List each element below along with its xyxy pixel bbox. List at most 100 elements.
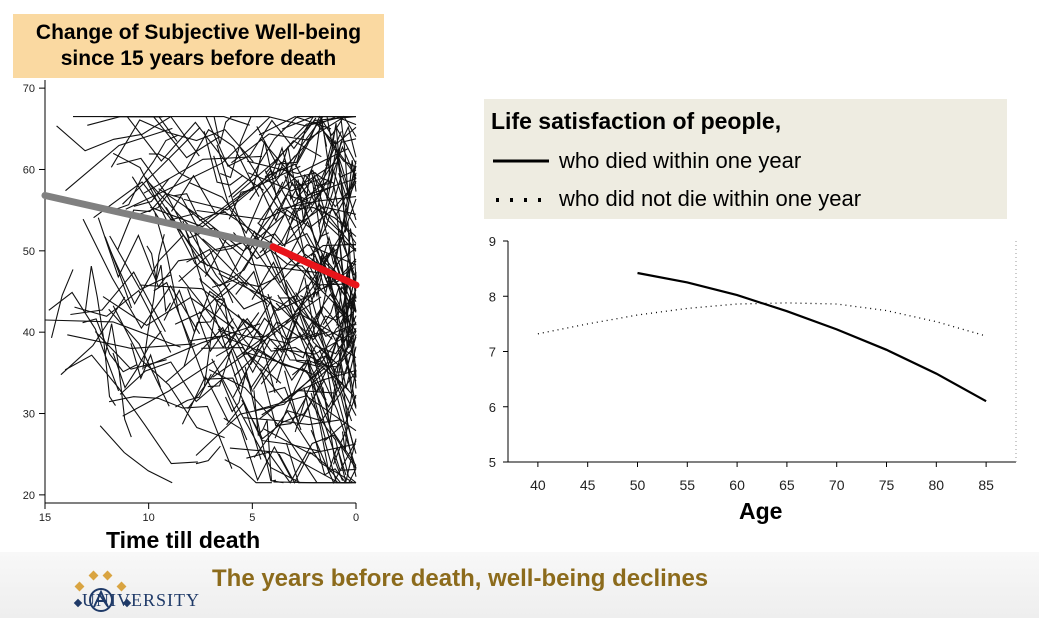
legend-heading: Life satisfaction of people, bbox=[491, 108, 782, 134]
left-chart-trend-lines bbox=[41, 192, 360, 289]
trajectory-line bbox=[224, 459, 272, 484]
right-chart-x-axis-label: Age bbox=[739, 498, 783, 524]
trajectory-line bbox=[171, 174, 216, 214]
trajectory-line bbox=[104, 236, 133, 309]
left-chart-x-axis-label: Time till death bbox=[106, 527, 261, 553]
trajectory-line bbox=[181, 375, 229, 425]
trajectory-line bbox=[270, 249, 357, 367]
trend-line-early-gray bbox=[41, 192, 277, 251]
trajectory-line bbox=[228, 116, 320, 198]
left-x-tick-label: 15 bbox=[39, 512, 51, 524]
trajectory-line bbox=[146, 245, 171, 313]
trajectory-line bbox=[182, 220, 278, 298]
trajectory-line bbox=[226, 318, 276, 393]
legend-label-dotted: who did not die within one year bbox=[559, 186, 862, 211]
trajectory-line bbox=[187, 312, 260, 410]
trajectory-line bbox=[329, 246, 357, 326]
trajectory-line bbox=[74, 289, 172, 353]
legend-label-solid: who died within one year bbox=[559, 148, 802, 173]
left-x-tick-label: 0 bbox=[353, 512, 359, 524]
trajectory-line bbox=[150, 185, 256, 228]
trajectory-line bbox=[84, 265, 116, 406]
trajectory-line bbox=[286, 127, 357, 177]
trajectory-line bbox=[264, 210, 306, 257]
trajectory-line bbox=[240, 147, 357, 210]
trajectory-line bbox=[334, 346, 357, 409]
right-y-tick-label: 8 bbox=[489, 289, 496, 304]
trajectory-line bbox=[102, 296, 235, 329]
legend-entry-dotted: who did not die within one year bbox=[493, 186, 861, 212]
left-y-tick-label: 30 bbox=[23, 409, 35, 421]
trajectory-line bbox=[231, 116, 345, 164]
trajectory-line bbox=[310, 169, 357, 257]
right-y-tick-label: 5 bbox=[489, 455, 496, 470]
trajectory-line bbox=[246, 434, 357, 484]
trajectory-line bbox=[122, 360, 216, 417]
trajectory-line bbox=[228, 140, 277, 220]
trajectory-line bbox=[257, 244, 357, 295]
trajectory-line bbox=[336, 213, 357, 389]
left-y-tick-label: 20 bbox=[23, 490, 35, 502]
trajectory-line bbox=[119, 361, 248, 441]
trajectory-line bbox=[143, 155, 263, 194]
trajectory-line bbox=[125, 116, 271, 210]
trajectory-line bbox=[230, 116, 344, 127]
trajectory-line bbox=[343, 295, 357, 349]
right-y-tick-label: 6 bbox=[489, 400, 496, 415]
trajectory-line bbox=[243, 317, 307, 355]
trajectory-line bbox=[312, 251, 339, 322]
trajectory-line bbox=[294, 368, 321, 433]
right-x-tick-label: 60 bbox=[729, 477, 745, 493]
trajectory-line bbox=[109, 235, 171, 291]
trajectory-line bbox=[319, 198, 357, 261]
trajectory-line bbox=[112, 152, 194, 222]
left-y-tick-label: 40 bbox=[23, 327, 35, 339]
trajectory-line bbox=[310, 349, 344, 481]
trajectory-line bbox=[112, 305, 225, 439]
left-x-tick-label: 10 bbox=[143, 512, 155, 524]
series-decedents-solid-line bbox=[637, 271, 987, 403]
series-survivors-dotted-line bbox=[537, 302, 987, 337]
trajectory-line bbox=[148, 153, 190, 179]
trajectory-line bbox=[270, 301, 349, 391]
trajectory-line bbox=[296, 116, 331, 173]
trajectory-line bbox=[259, 137, 357, 196]
trajectory-line bbox=[288, 174, 330, 238]
trajectory-line bbox=[225, 370, 254, 413]
trajectory-line bbox=[304, 350, 357, 442]
trajectory-line bbox=[249, 321, 330, 366]
trajectory-line bbox=[203, 298, 232, 386]
trajectory-line bbox=[148, 182, 248, 287]
right-chart-axes: 5 6 7 8 9 40 45 50 55 60 65 70 75 80 85 bbox=[489, 234, 1017, 493]
trajectory-line bbox=[165, 326, 280, 389]
trajectory-line bbox=[201, 347, 326, 402]
trajectory-line bbox=[229, 447, 339, 484]
trajectory-line bbox=[286, 370, 357, 422]
life-satisfaction-chart: 5 6 7 8 9 40 45 50 55 60 65 70 75 80 85 bbox=[489, 234, 1017, 493]
trajectory-line bbox=[264, 163, 357, 252]
right-x-tick-label: 75 bbox=[879, 477, 895, 493]
left-y-tick-label: 60 bbox=[23, 164, 35, 176]
right-x-tick-label: 40 bbox=[530, 477, 546, 493]
solid-line-swatch bbox=[493, 159, 549, 163]
trend-line-late-red bbox=[269, 243, 360, 289]
trajectory-line bbox=[267, 293, 357, 359]
footer-caption: The years before death, well-being decli… bbox=[212, 565, 709, 592]
trajectory-line bbox=[226, 401, 262, 460]
trajectory-line bbox=[174, 282, 231, 325]
trajectory-line bbox=[265, 140, 322, 174]
right-x-tick-label: 65 bbox=[779, 477, 795, 493]
trajectory-line bbox=[336, 263, 357, 326]
trajectory-line bbox=[325, 125, 357, 167]
trajectory-line bbox=[64, 354, 198, 465]
trajectory-line bbox=[153, 281, 206, 383]
trajectory-line bbox=[203, 131, 244, 186]
trajectory-line bbox=[243, 417, 342, 426]
trajectory-line bbox=[178, 274, 266, 342]
trajectory-line bbox=[203, 377, 321, 452]
trajectory-line bbox=[82, 218, 201, 335]
trajectory-line bbox=[298, 310, 355, 364]
trajectory-line bbox=[50, 269, 74, 339]
trajectory-line bbox=[67, 334, 196, 349]
